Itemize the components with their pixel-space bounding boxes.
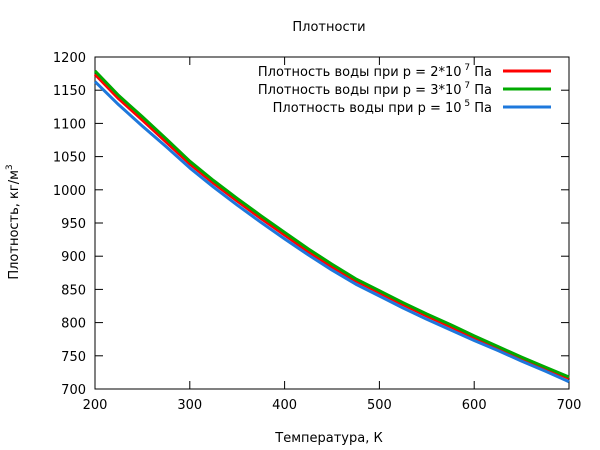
x-tick-label: 600	[462, 398, 487, 413]
x-tick-label: 400	[272, 398, 297, 413]
y-tick-label: 700	[61, 383, 86, 398]
y-tick-label: 950	[61, 217, 86, 232]
x-tick-label: 700	[557, 398, 582, 413]
legend-label-text: Плотность воды при p = 2*10	[258, 65, 462, 80]
legend-label-text: Плотность воды при p = 10	[273, 101, 462, 116]
x-tick-label: 500	[367, 398, 392, 413]
y-tick-label: 850	[61, 283, 86, 298]
y-axis-label: Плотность, кг/м3	[5, 164, 22, 279]
y-tick-label: 800	[61, 317, 86, 332]
series-line-2	[93, 69, 570, 379]
legend-label-superscript: 5	[462, 99, 471, 109]
legend-label-1: Плотность воды при p = 2*10 7 Па	[258, 63, 492, 80]
legend-label-3: Плотность воды при p = 10 5 Па	[273, 99, 492, 116]
y-axis-label-superscript: 3	[5, 164, 15, 170]
series-lines	[93, 69, 570, 384]
y-tick-label: 1000	[53, 184, 86, 199]
legend-label-unit: Па	[470, 101, 492, 116]
legend: Плотность воды при p = 2*10 7 ПаПлотност…	[258, 63, 551, 116]
legend-label-2: Плотность воды при p = 3*10 7 Па	[258, 81, 492, 98]
y-tick-label: 1150	[53, 84, 86, 99]
series-line-1	[93, 73, 570, 380]
legend-label-unit: Па	[470, 65, 492, 80]
y-tick-label: 900	[61, 250, 86, 265]
legend-label-superscript: 7	[462, 81, 471, 91]
y-tick-label: 1100	[53, 117, 86, 132]
x-tick-label: 200	[83, 398, 108, 413]
series-line-3	[93, 80, 570, 384]
y-tick-label: 1050	[53, 151, 86, 166]
chart-title: Плотности	[292, 20, 365, 35]
y-tick-label: 1200	[53, 51, 86, 66]
x-tick-label: 300	[177, 398, 202, 413]
y-tick-label: 750	[61, 350, 86, 365]
x-axis-label: Температура, К	[274, 431, 382, 446]
legend-label-unit: Па	[470, 83, 492, 98]
legend-label-superscript: 7	[462, 63, 471, 73]
axis-ticks: 200 300 400 500 600 700 700 750 800 850 900 950 1000…	[53, 51, 582, 413]
y-axis-label-text: Плотность, кг/м	[7, 170, 22, 280]
legend-label-text: Плотность воды при p = 3*10	[258, 83, 462, 98]
